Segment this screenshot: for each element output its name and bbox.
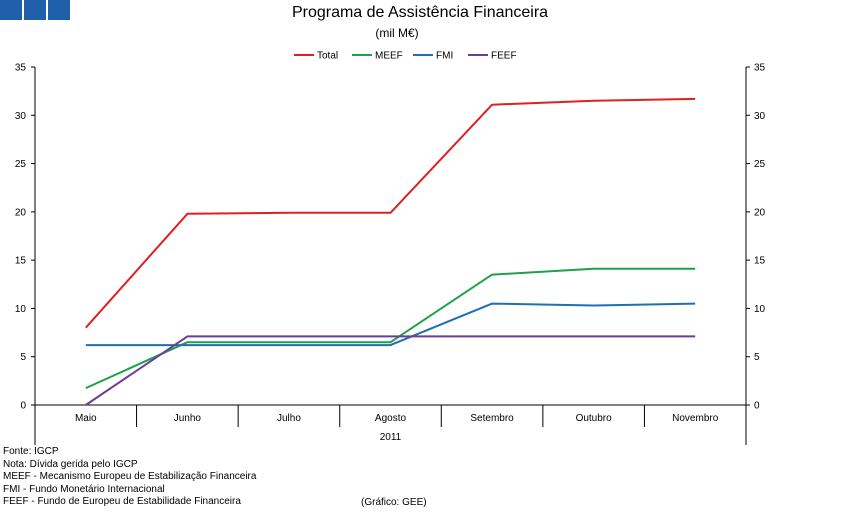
y-tick-label-right: 30: [754, 111, 766, 122]
footnote-feef: FEEF - Fundo de Europeu de Estabilidade …: [3, 496, 241, 508]
y-tick-label-left: 25: [15, 159, 27, 170]
logo-square: [24, 0, 46, 20]
x-tick-label: Julho: [277, 413, 301, 424]
footnotes: Fonte: IGCP Nota: Dívida gerida pelo IGC…: [3, 446, 256, 509]
x-tick-label: Junho: [174, 413, 202, 424]
y-tick-label-right: 20: [754, 207, 766, 218]
y-tick-label-left: 5: [20, 352, 26, 363]
x-tick-label: Setembro: [470, 413, 514, 424]
series-line: [85, 97, 696, 329]
footnote-source: Fonte: IGCP: [3, 446, 59, 457]
series-line: [85, 335, 696, 406]
x-tick-label: Maio: [75, 413, 97, 424]
y-tick-label-right: 15: [754, 256, 766, 267]
x-tick-label: Agosto: [375, 413, 407, 424]
line-chart: 0 0 5 5 10 10 15 15 20 20 25 25 30 30 35 35 Maio Junho Jul…: [15, 51, 766, 446]
legend-label: Total: [317, 51, 338, 62]
y-tick-label-left: 15: [15, 256, 27, 267]
chart-subtitle: (mil M€): [375, 26, 419, 40]
legend-label: MEEF: [375, 51, 403, 62]
y-tick-label-left: 30: [15, 111, 27, 122]
legend-label: FMI: [436, 51, 453, 62]
x-group-label: 2011: [380, 432, 402, 443]
footnote-fmi: FMI - Fundo Monetário Internacional: [3, 483, 165, 495]
y-tick-label-left: 0: [20, 401, 26, 412]
legend-label: FEEF: [491, 51, 517, 62]
y-tick-label-right: 25: [754, 159, 766, 170]
series-line: [85, 302, 696, 347]
chart-credit: (Gráfico: GEE): [361, 497, 427, 508]
x-tick-label: Outubro: [576, 413, 613, 424]
series-line: [85, 267, 696, 390]
y-tick-label-left: 10: [15, 304, 27, 315]
logo-squares: [0, 0, 70, 20]
y-tick-label-left: 35: [15, 63, 27, 74]
y-tick-label-right: 10: [754, 304, 766, 315]
logo-square: [0, 0, 22, 20]
x-tick-label: Novembro: [672, 413, 719, 424]
y-tick-label-right: 0: [754, 401, 760, 412]
chart-title: Programa de Assistência Financeira: [291, 4, 549, 21]
y-tick-label-left: 20: [15, 207, 27, 218]
footnote-meef: MEEF - Mecanismo Europeu de Estabilizaçã…: [3, 471, 257, 483]
y-tick-label-right: 35: [754, 63, 766, 74]
footnote-note: Nota: Dívida gerida pelo IGCP: [3, 458, 138, 470]
y-tick-label-right: 5: [754, 352, 760, 363]
logo-square: [48, 0, 70, 20]
